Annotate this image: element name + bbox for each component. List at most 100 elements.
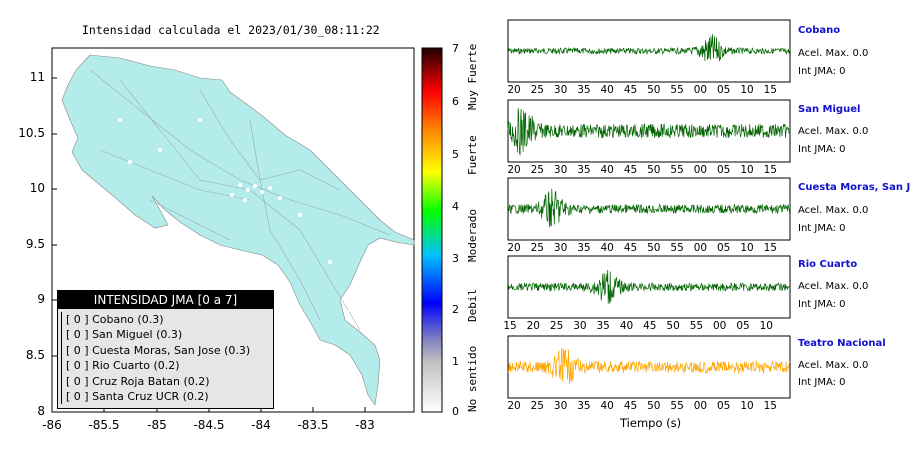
map-xlabel: -83.5 bbox=[297, 418, 329, 432]
station-accel: Acel. Max. 0.0 bbox=[798, 126, 869, 137]
waveform-tick-label: 35 bbox=[577, 400, 591, 412]
map-xlabel: -84 bbox=[251, 418, 271, 432]
station-jma: Int JMA: 0 bbox=[798, 66, 846, 77]
colorbar-label-muy-fuerte: Muy Fuerte bbox=[466, 43, 479, 110]
colorbar-tick: 0 bbox=[452, 405, 459, 418]
map-ylabel: 10 bbox=[29, 181, 45, 195]
waveform-tick-label: 35 bbox=[577, 242, 591, 254]
station-jma: Int JMA: 0 bbox=[798, 299, 846, 310]
waveform-tick-label: 05 bbox=[717, 164, 731, 176]
waveform-5 bbox=[507, 347, 791, 385]
waveform-traces bbox=[507, 34, 791, 385]
station-jma: Int JMA: 0 bbox=[798, 377, 846, 388]
waveform-tick-label: 10 bbox=[740, 242, 754, 254]
station-name: Teatro Nacional bbox=[798, 338, 886, 349]
colorbar-label-no-sentido: No sentido bbox=[466, 345, 479, 412]
legend-row: [ 0 ] Cuesta Moras, San Jose (0.3) bbox=[66, 343, 251, 357]
station-dots bbox=[118, 118, 352, 312]
waveform-tick-label: 50 bbox=[666, 320, 680, 332]
waveform-tick-label: 25 bbox=[549, 320, 564, 332]
colorbar-tick: 6 bbox=[452, 95, 459, 108]
waveform-tick-label: 40 bbox=[600, 84, 614, 96]
waveform-2 bbox=[507, 108, 791, 156]
colorbar-tick: 3 bbox=[452, 252, 459, 265]
waveform-3 bbox=[507, 188, 791, 228]
map-ylabel: 8.5 bbox=[25, 348, 45, 362]
waveform-tick-label: 30 bbox=[573, 320, 587, 332]
colorbar-tick: 5 bbox=[452, 148, 459, 161]
waveform-tick-label: 40 bbox=[600, 242, 614, 254]
waveform-tick-label: 15 bbox=[763, 242, 777, 254]
waveform-tick-label: 20 bbox=[507, 400, 521, 412]
waveform-tick-label: 25 bbox=[530, 164, 544, 176]
waveform-tick-label: 30 bbox=[553, 84, 568, 96]
waveform-tick-label: 20 bbox=[507, 84, 521, 96]
station-jma: Int JMA: 0 bbox=[798, 144, 846, 155]
waveform-tick-label: 40 bbox=[619, 320, 634, 332]
station-name: Rio Cuarto bbox=[798, 259, 858, 270]
waveform-tick-label: 20 bbox=[526, 320, 540, 332]
colorbar bbox=[421, 47, 443, 413]
waveform-tick-label: 10 bbox=[740, 164, 754, 176]
colorbar-tick: 4 bbox=[452, 200, 459, 213]
legend-row: [ 0 ] Santa Cruz UCR (0.2) bbox=[66, 390, 209, 404]
waveform-tick-label: 50 bbox=[647, 84, 661, 96]
map-ylabel: 10.5 bbox=[18, 126, 45, 140]
waveform-tick-label: 55 bbox=[670, 242, 684, 254]
waveform-tick-label: 25 bbox=[530, 400, 544, 412]
waveform-tick-label: 35 bbox=[577, 164, 591, 176]
station-accel: Acel. Max. 0.0 bbox=[798, 360, 869, 371]
waveform-tick-label: 15 bbox=[763, 400, 777, 412]
station-jma: Int JMA: 0 bbox=[798, 223, 846, 234]
map-xlabel: -85.5 bbox=[88, 418, 120, 432]
xaxis-title: Tiempo (s) bbox=[620, 416, 682, 430]
map-xlabel: -86 bbox=[42, 418, 62, 432]
waveform-tick-label: 05 bbox=[717, 84, 731, 96]
waveform-tick-label: 25 bbox=[530, 242, 544, 254]
waveform-tick-label: 10 bbox=[759, 320, 773, 332]
colorbar-tick: 1 bbox=[452, 355, 459, 368]
station-name: Cobano bbox=[798, 25, 841, 36]
map-xlabel: -85 bbox=[147, 418, 167, 432]
waveform-tick-label: 05 bbox=[717, 242, 731, 254]
waveform-tick-label: 55 bbox=[670, 400, 684, 412]
legend-row: [ 0 ] San Miguel (0.3) bbox=[66, 328, 183, 342]
station-accel: Acel. Max. 0.0 bbox=[798, 48, 869, 59]
waveform-tick-label: 50 bbox=[647, 242, 661, 254]
waveform-tick-label: 40 bbox=[600, 400, 614, 412]
map-ylabel: 9.5 bbox=[25, 237, 45, 251]
station-accel: Acel. Max. 0.0 bbox=[798, 205, 869, 216]
waveform-tick-label: 55 bbox=[689, 320, 704, 332]
colorbar-tick: 7 bbox=[452, 42, 459, 55]
waveform-tick-label: 00 bbox=[693, 84, 708, 96]
intensity-legend: INTENSIDAD JMA [0 a 7] [ 0 ] Cobano (0.3… bbox=[57, 290, 274, 409]
waveform-tick-label: 10 bbox=[740, 400, 754, 412]
waveform-tick-label: 05 bbox=[717, 400, 731, 412]
map-ticks bbox=[51, 77, 366, 413]
waveform-tick-label: 30 bbox=[553, 242, 568, 254]
waveform-tick-label: 45 bbox=[623, 84, 638, 96]
waveform-tick-label: 00 bbox=[693, 164, 708, 176]
waveform-tick-label: 00 bbox=[693, 242, 708, 254]
station-name: Cuesta Moras, San Jose bbox=[798, 182, 910, 193]
waveform-tick-label: 00 bbox=[713, 320, 727, 332]
waveform-tick-label: 45 bbox=[623, 242, 638, 254]
colorbar-label-debil: Debil bbox=[466, 288, 479, 322]
waveform-4 bbox=[507, 269, 791, 304]
waveform-tick-label: 15 bbox=[763, 164, 777, 176]
waveform-tick-label: 05 bbox=[736, 320, 750, 332]
waveform-tick-label: 50 bbox=[647, 400, 661, 412]
waveform-tick-label: 50 bbox=[647, 164, 661, 176]
station-name: San Miguel bbox=[798, 104, 861, 115]
colorbar-label-moderado: Moderado bbox=[466, 209, 479, 262]
map-title: Intensidad calculada el 2023/01/30_08:11… bbox=[82, 23, 380, 37]
waveform-tick-label: 25 bbox=[530, 84, 544, 96]
legend-row: [ 0 ] Cobano (0.3) bbox=[66, 313, 164, 326]
legend-list: [ 0 ] Cobano (0.3) [ 0 ] San Miguel (0.3… bbox=[61, 312, 273, 404]
legend-row: [ 0 ] Cruz Roja Batan (0.2) bbox=[66, 374, 210, 388]
waveform-tick-label: 20 bbox=[507, 242, 521, 254]
waveform-tick-label: 55 bbox=[670, 164, 684, 176]
waveform-tick-label: 45 bbox=[643, 320, 657, 332]
map-ylabel: 9 bbox=[37, 292, 45, 306]
waveform-tick-label: 45 bbox=[623, 164, 638, 176]
